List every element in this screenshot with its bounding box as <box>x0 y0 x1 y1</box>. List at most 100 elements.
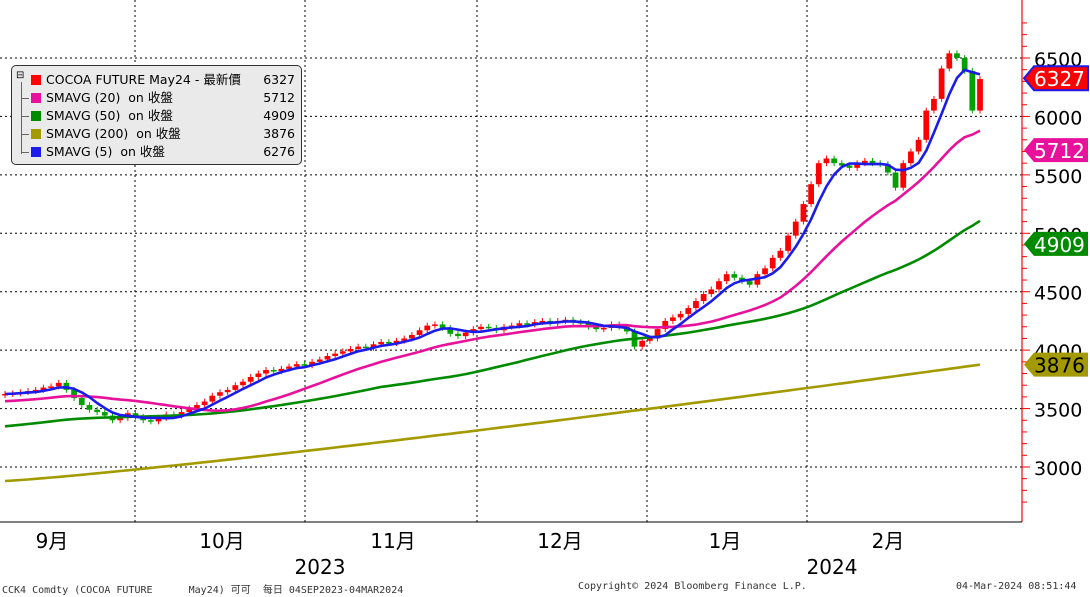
x-year-label: 2024 <box>807 555 858 579</box>
candle-body <box>593 326 600 330</box>
candle-body <box>647 338 653 341</box>
legend-label-smavg-5: SMAVG (5) on 收盤 <box>46 144 165 159</box>
footer-timestamp: 04-Mar-2024 08:51:44 <box>956 581 1077 592</box>
smavg-5-line <box>4 68 981 420</box>
y-tick-label: 4500 <box>1034 283 1082 305</box>
value-tag-label: 3876 <box>1034 354 1085 378</box>
candle-body <box>823 158 830 164</box>
candle-body <box>240 381 246 386</box>
candle-body <box>961 58 968 71</box>
candle-body <box>931 98 937 111</box>
candle-body <box>808 184 814 205</box>
legend-swatch-smavg-50 <box>31 111 41 121</box>
candle-body <box>969 70 976 111</box>
candle-body <box>485 326 492 329</box>
candle-body <box>900 163 907 188</box>
candle-body <box>954 53 960 58</box>
legend-tree-tick <box>21 98 29 99</box>
legend-row-smavg-50: SMAVG (50) on 收盤 4909 <box>12 107 301 125</box>
candle-body <box>409 334 415 339</box>
value-tag <box>1024 138 1088 163</box>
legend-value-smavg-50: 4909 <box>263 108 295 123</box>
candle-body <box>639 340 646 347</box>
x-month-label: 10月 <box>199 529 244 553</box>
legend-value-smavg-5: 6276 <box>263 144 295 159</box>
candle-body <box>48 386 54 388</box>
legend-tree-tick <box>21 116 29 117</box>
legend-tree-line <box>21 82 23 154</box>
candle-body <box>746 281 753 285</box>
candle-body <box>247 377 254 382</box>
candle-body <box>40 387 47 390</box>
candle-body <box>662 320 669 330</box>
candle-body <box>716 281 722 290</box>
legend-row-smavg-5: SMAVG (5) on 收盤 6276 <box>12 143 301 161</box>
candle-body <box>324 355 331 360</box>
candle-body <box>693 301 699 309</box>
legend-label-smavg-20: SMAVG (20) on 收盤 <box>46 90 173 105</box>
candle-body <box>854 163 861 168</box>
candle-body <box>685 308 692 314</box>
candle-body <box>101 412 108 416</box>
candle-body <box>217 392 223 396</box>
legend-swatch-smavg-5 <box>31 147 41 157</box>
legend-tree-tick <box>21 134 29 135</box>
candle-body <box>362 346 369 349</box>
y-tick-label: 5500 <box>1034 166 1082 188</box>
candle-body <box>731 274 738 278</box>
legend-swatch-price <box>31 75 41 85</box>
legend-swatch-smavg-20 <box>31 93 41 103</box>
candle-body <box>32 389 39 392</box>
candle-body <box>478 326 484 330</box>
last-value-tags: 6327 5712 4909 3876 <box>1022 65 1089 378</box>
candle-body <box>831 158 838 164</box>
candle-body <box>892 172 899 188</box>
candle-body <box>869 160 876 164</box>
candle-body <box>232 385 239 390</box>
y-tick-label: 6000 <box>1034 107 1082 129</box>
x-month-label: 1月 <box>709 529 742 553</box>
legend-label-smavg-200: SMAVG (200) on 收盤 <box>46 126 181 141</box>
y-tick-label: 3000 <box>1034 458 1082 480</box>
candle-body <box>2 393 8 396</box>
moving-average-lines <box>4 68 981 483</box>
candle-body <box>132 413 139 417</box>
candle-body <box>393 340 400 344</box>
candle-body <box>209 395 216 402</box>
candle-body <box>762 268 768 275</box>
footer-copyright: Copyright© 2024 Bloomberg Finance L.P. <box>578 581 807 592</box>
smavg-50-line <box>4 219 981 428</box>
candle-body <box>923 110 930 140</box>
legend-value-price: 6327 <box>263 72 295 87</box>
candle-body <box>792 221 799 236</box>
candle-body <box>455 333 461 337</box>
candle-body <box>347 348 354 352</box>
value-tag <box>1024 231 1088 256</box>
legend-tree-tick <box>21 152 29 153</box>
candle-body <box>777 250 784 258</box>
candle-body <box>86 405 93 410</box>
value-tag-label: 6327 <box>1034 67 1085 91</box>
candle-body <box>385 341 392 344</box>
chart-legend: ⊟ COCOA FUTURE May24 - 最新價 6327 SMAVG (2… <box>11 65 302 165</box>
candle-body <box>654 329 661 339</box>
value-tag <box>1024 352 1088 377</box>
candle-body <box>117 417 124 421</box>
candle-body <box>677 313 684 318</box>
candle-body <box>769 257 776 269</box>
legend-swatch-smavg-200 <box>31 129 41 139</box>
candle-body <box>332 353 338 356</box>
candle-body <box>355 346 362 349</box>
candle-body <box>147 420 154 422</box>
candle-body <box>286 366 292 369</box>
candle-body <box>155 417 162 422</box>
candle-body <box>178 412 185 416</box>
candle-body <box>55 382 62 387</box>
legend-value-smavg-20: 5712 <box>263 90 295 105</box>
legend-collapse-icon[interactable]: ⊟ <box>16 70 25 81</box>
candle-body <box>723 274 730 282</box>
candle-body <box>938 68 945 99</box>
legend-row-smavg-20: SMAVG (20) on 收盤 5712 <box>12 89 301 107</box>
candle-body <box>424 325 431 331</box>
